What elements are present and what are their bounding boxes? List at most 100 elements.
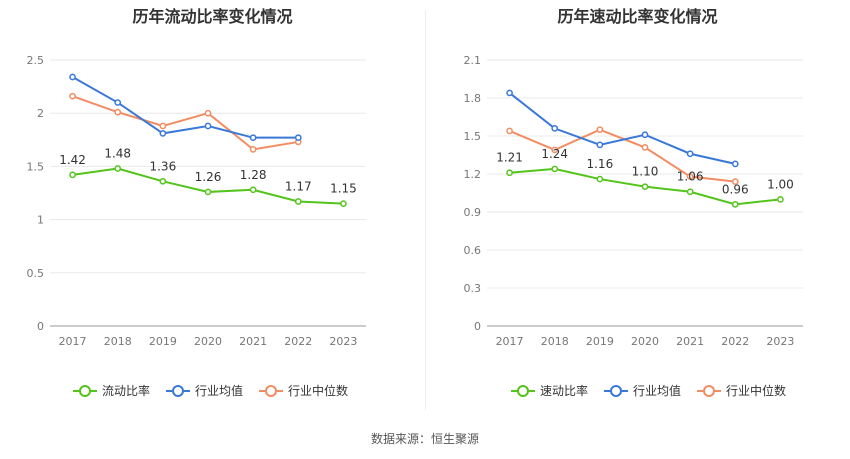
data-label: 1.06	[677, 170, 704, 184]
data-point	[69, 171, 76, 179]
x-tick-label: 2023	[766, 335, 794, 348]
chart-svg: 0 0.5 1 1.5 2 2.5 2017 2018 2019 2020 2021 2022 2023…	[27, 54, 366, 398]
y-tick-label: 0.9	[464, 206, 482, 219]
y-tick-label: 1.5	[464, 130, 482, 143]
data-label: 0.96	[722, 182, 749, 196]
data-point	[340, 200, 347, 207]
data-point	[596, 141, 604, 149]
data-point	[551, 165, 559, 173]
data-point	[731, 178, 739, 185]
series-line	[72, 76, 299, 139]
x-tick-label: 2020	[631, 335, 659, 348]
x-tick-label: 2018	[104, 335, 132, 348]
x-tick-label: 2017	[59, 335, 87, 348]
data-point	[204, 188, 212, 196]
series-line	[72, 95, 299, 151]
data-point	[686, 188, 694, 196]
legend-swatch-marker	[517, 385, 529, 397]
legend-swatch-marker	[172, 385, 184, 397]
data-point	[641, 144, 649, 151]
legend-label: 行业均值	[195, 383, 243, 398]
data-point	[114, 165, 122, 172]
data-point	[204, 109, 212, 117]
data-point	[506, 89, 513, 97]
data-point	[69, 73, 76, 81]
data-point	[204, 122, 212, 130]
data-point	[731, 160, 739, 168]
x-tick-label: 2020	[194, 335, 222, 348]
data-label: 1.26	[195, 170, 222, 184]
data-source-note: 数据来源：恒生聚源	[370, 432, 479, 446]
x-tick-label: 2021	[239, 335, 267, 348]
data-point	[506, 169, 513, 177]
x-tick-label: 2023	[329, 335, 357, 348]
data-label: 1.48	[104, 147, 131, 161]
data-point	[294, 134, 302, 142]
legend-swatch-marker	[79, 385, 91, 397]
data-point	[596, 175, 604, 183]
x-tick-label: 2019	[149, 335, 177, 348]
chart-svg: 0 0.3 0.6 0.9 1.2 1.5 1.8 2.1 2017 2018 2019 2020 20…	[464, 54, 803, 398]
data-label: 1.24	[541, 147, 568, 161]
data-point	[249, 186, 257, 194]
x-tick-label: 2021	[676, 335, 704, 348]
data-label: 1.36	[149, 159, 176, 173]
x-tick-label: 2022	[284, 335, 312, 348]
y-tick-label: 2.5	[27, 54, 45, 67]
data-point	[159, 177, 167, 185]
y-tick-label: 1	[37, 214, 44, 227]
x-tick-label: 2022	[721, 335, 749, 348]
y-tick-label: 0	[37, 320, 44, 333]
data-point	[551, 125, 559, 132]
y-tick-label: 1.2	[464, 168, 482, 181]
x-tick-label: 2019	[586, 335, 614, 348]
x-tick-label: 2017	[496, 335, 524, 348]
series-line	[509, 128, 736, 183]
data-point	[686, 150, 694, 158]
data-label: 1.00	[767, 177, 794, 191]
legend-swatch-marker	[265, 385, 277, 397]
chart-title: 历年速动比率变化情况	[557, 7, 718, 26]
y-tick-label: 2.1	[464, 54, 482, 67]
data-point	[114, 108, 122, 116]
data-label: 1.28	[240, 168, 267, 182]
y-tick-label: 1.8	[464, 92, 482, 105]
data-label: 1.21	[496, 151, 523, 165]
data-point	[294, 198, 302, 205]
legend-label: 行业中位数	[288, 383, 348, 398]
chart-title: 历年流动比率变化情况	[132, 7, 293, 26]
y-tick-label: 0.6	[464, 244, 482, 257]
legend-label: 流动比率	[102, 383, 150, 398]
data-point	[159, 130, 167, 137]
legend-label: 速动比率	[540, 383, 588, 398]
legend-swatch-marker	[703, 385, 715, 397]
quick-ratio-chart: 历年速动比率变化情况 0 0.3 0.6 0.9 1.2 1.5 1.8 2.1 2017 201…	[425, 0, 850, 420]
y-tick-label: 0.3	[464, 282, 482, 295]
legend-label: 行业均值	[633, 383, 681, 398]
data-label: 1.17	[285, 180, 312, 194]
data-point	[249, 146, 257, 153]
data-label: 1.16	[586, 157, 613, 171]
data-label: 1.15	[330, 182, 357, 196]
series-line	[508, 92, 736, 165]
data-point	[69, 92, 76, 100]
data-point	[777, 195, 784, 203]
data-point	[641, 131, 649, 139]
data-point	[551, 146, 559, 154]
data-label: 1.10	[632, 165, 659, 179]
current-ratio-chart: 历年流动比率变化情况 0 0.5 1 1.5 2 2.5 2017 2018 2019 2020 2…	[0, 0, 425, 420]
y-tick-label: 1.5	[27, 160, 45, 173]
data-point	[114, 99, 122, 106]
x-tick-label: 2018	[541, 335, 569, 348]
y-tick-label: 0.5	[27, 267, 45, 280]
legend-swatch-marker	[610, 385, 622, 397]
data-point	[249, 134, 257, 142]
data-point	[641, 183, 649, 191]
data-point	[686, 173, 694, 180]
panel-divider	[425, 10, 426, 410]
data-point	[596, 126, 604, 134]
legend-label: 行业中位数	[726, 383, 786, 398]
data-point	[731, 201, 739, 208]
data-point	[159, 122, 167, 130]
y-tick-label: 2	[37, 107, 44, 120]
